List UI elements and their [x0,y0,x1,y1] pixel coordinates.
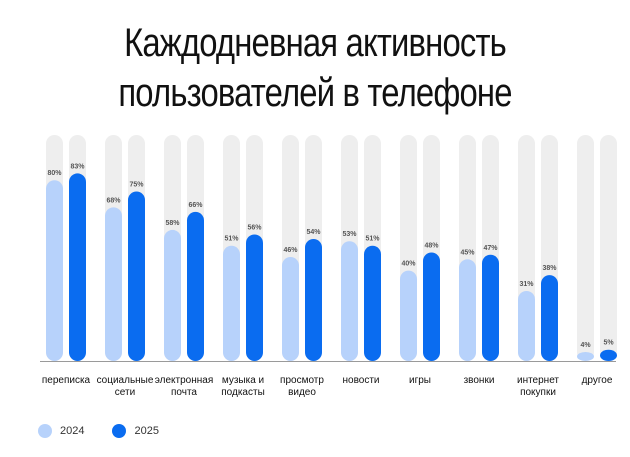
category-label-3-line-1: электронная [155,375,214,386]
bar-2025-8 [482,254,499,361]
category-label-5-line-1: просмотр [280,375,324,386]
bar-2025-3 [187,211,204,361]
data-label-2024-7: 40% [401,261,416,268]
legend-label-2024: 2024 [60,425,85,437]
category-label-10-line-1: другое [582,375,613,386]
data-label-2024-2: 68% [106,197,121,204]
data-label-2024-9: 31% [519,281,534,288]
bar-2024-4 [223,245,240,361]
category-label-7-line-1: игры [409,375,431,386]
data-label-2024-10: 4% [580,342,591,349]
chart-title-line-1: Каждодневная активность [124,21,507,65]
bar-track-2025-10 [600,135,617,361]
bar-2025-10 [600,349,617,361]
data-label-2025-9: 38% [542,265,557,272]
bar-2025-5 [305,238,322,361]
bar-2024-1 [46,180,63,361]
category-label-9-line-2: покупки [520,387,556,398]
category-label-4-line-1: музыка и [222,375,264,386]
category-label-2-line-2: сети [115,387,135,398]
data-label-2024-5: 46% [283,247,298,254]
bar-2025-7 [423,252,440,361]
data-label-2025-4: 56% [247,224,262,231]
category-label-9-line-1: интернет [517,375,559,386]
data-label-2025-7: 48% [424,243,439,250]
bar-2024-6 [341,241,358,361]
legend-item-2024: 2024 [38,424,84,438]
bar-track-2024-10 [577,135,594,361]
data-label-2024-6: 53% [342,231,357,238]
data-label-2024-8: 45% [460,249,475,256]
bar-2025-4 [246,234,263,361]
data-label-2025-5: 54% [306,229,321,236]
data-label-2025-8: 47% [483,245,498,252]
category-label-6-line-1: новости [342,375,379,386]
data-label-2025-3: 66% [188,202,203,209]
legend: 2024 2025 [38,424,187,438]
bar-2024-7 [400,270,417,361]
bar-2024-10 [577,351,594,361]
chart-title: Каждодневная активность пользователей в … [57,18,574,118]
bar-2024-2 [105,207,122,361]
legend-swatch-2025 [112,424,127,438]
data-label-2024-4: 51% [224,236,239,243]
category-label-8-line-1: звонки [464,375,495,386]
data-label-2025-2: 75% [129,182,144,189]
category-label-5-line-2: видео [288,387,316,398]
category-label-3-line-2: почта [171,387,197,398]
bar-2025-2 [128,191,145,361]
legend-label-2025: 2025 [134,425,159,437]
category-label-1-line-1: переписка [42,375,91,386]
data-label-2024-1: 80% [47,170,62,177]
bar-2024-5 [282,257,299,361]
bar-2024-3 [164,229,181,361]
chart-title-line-2: пользователей в телефоне [118,71,512,115]
bar-2025-1 [69,173,86,361]
data-label-2024-3: 58% [165,220,180,227]
category-label-4-line-2: подкасты [221,387,265,398]
bar-2025-6 [364,245,381,361]
category-label-2-line-1: социальные [97,375,154,386]
bar-2024-9 [518,290,535,361]
legend-swatch-2024 [38,424,52,438]
data-label-2025-10: 5% [603,340,614,347]
bar-2024-8 [459,259,476,361]
data-label-2025-1: 83% [70,163,85,170]
bar-2025-9 [541,275,558,361]
data-label-2025-6: 51% [365,236,380,243]
legend-item-2025: 2025 [112,424,159,438]
